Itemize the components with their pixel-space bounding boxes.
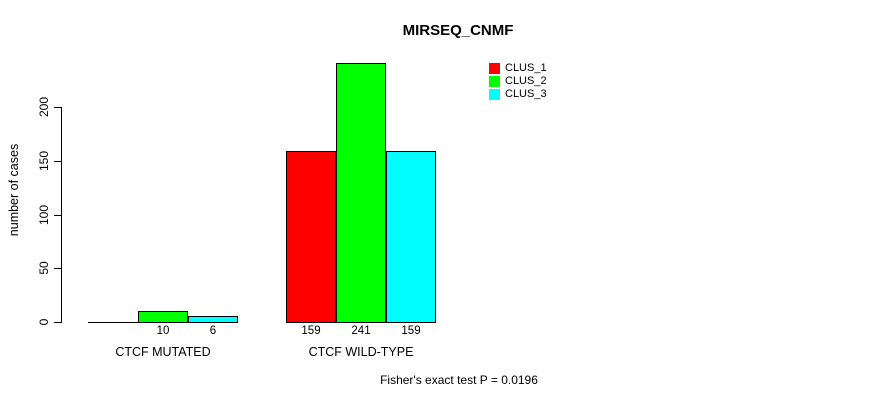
y-axis-tick (54, 268, 62, 270)
fisher-test-annotation: Fisher's exact test P = 0.0196 (380, 373, 538, 387)
bar-clus_3-2 (386, 151, 436, 322)
legend-swatch-clus_3 (489, 89, 500, 100)
legend-swatch-clus_2 (489, 76, 500, 87)
y-axis-tick-label: 150 (37, 150, 51, 171)
chart-title: MIRSEQ_CNMF (402, 22, 514, 39)
legend-label-clus_2: CLUS_2 (505, 75, 547, 87)
x-axis-category-label: CTCF MUTATED (115, 345, 211, 359)
bar-value-label: 159 (401, 325, 421, 337)
y-axis-tick (54, 214, 62, 216)
bar-clus_2-2 (336, 63, 386, 322)
bar-value-label: 6 (209, 325, 217, 337)
y-axis-tick-label: 50 (37, 261, 51, 275)
y-axis-tick-label: 100 (37, 204, 51, 225)
y-axis-tick (54, 160, 62, 162)
legend-label-clus_3: CLUS_3 (505, 88, 547, 100)
bar-clus_2-1 (138, 311, 188, 322)
y-axis-label: number of cases (7, 143, 21, 237)
bar-value-label: 10 (156, 325, 170, 337)
y-axis-tick-label: 0 (37, 318, 51, 326)
bar-value-label: 241 (351, 325, 371, 337)
y-axis-tick (54, 107, 62, 108)
legend-label-clus_1: CLUS_1 (505, 62, 547, 74)
bar-clus_3-1 (188, 316, 238, 322)
legend-swatch-clus_1 (489, 63, 500, 74)
group-baseline (286, 322, 436, 323)
x-axis-category-label: CTCF WILD-TYPE (308, 345, 414, 359)
bar-clus_1-2 (286, 151, 336, 322)
y-axis-tick-label: 200 (37, 96, 51, 118)
bar-value-label: 159 (301, 325, 321, 337)
y-axis-tick (54, 322, 62, 323)
group-baseline (88, 322, 238, 323)
